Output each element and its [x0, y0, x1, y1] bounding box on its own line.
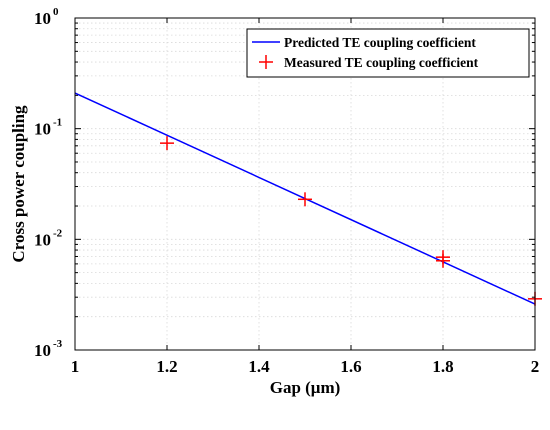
y-tick-label: 10: [34, 341, 51, 360]
y-axis-label: Cross power coupling: [9, 105, 28, 263]
legend-box: [246, 28, 530, 78]
x-tick-label: 1.2: [156, 357, 177, 376]
x-tick-label: 2: [531, 357, 540, 376]
legend-label-measured: Measured TE coupling coefficient: [284, 55, 479, 70]
measured-point: [298, 192, 312, 207]
y-tick-label: 10: [34, 9, 51, 28]
measured-point: [436, 253, 450, 268]
y-tick-label-exponent: 0: [53, 6, 59, 18]
x-axis-label: Gap (μm): [270, 378, 341, 397]
legend: Predicted TE coupling coefficient Measur…: [246, 28, 530, 78]
y-tick-label-exponent: -1: [53, 117, 62, 129]
x-tick-label: 1.8: [432, 357, 453, 376]
plot-frame: [74, 17, 536, 351]
y-tick-label-exponent: -3: [53, 338, 63, 350]
y-tick-label: 10: [34, 230, 51, 249]
x-tick-label: 1.6: [340, 357, 361, 376]
y-tick-label: 10: [34, 120, 51, 139]
y-tick-label-exponent: -2: [53, 227, 63, 239]
series-layer: [74, 92, 542, 306]
legend-label-predicted: Predicted TE coupling coefficient: [284, 35, 476, 50]
measured-point: [160, 136, 174, 151]
legend-swatch-measured: [259, 55, 273, 69]
x-tick-label: 1: [71, 357, 80, 376]
x-tick-label: 1.4: [248, 357, 270, 376]
